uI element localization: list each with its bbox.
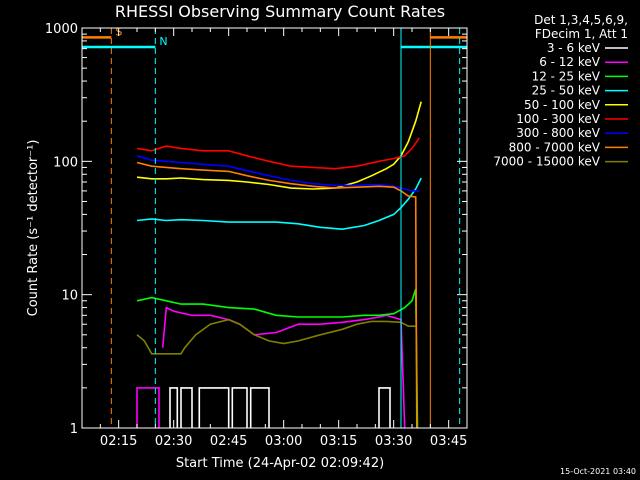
- legend-label-4: 50 - 100 keV: [524, 98, 601, 112]
- legend-label-8: 7000 - 15000 keV: [493, 155, 600, 169]
- series-line-0-segment-5: [378, 387, 391, 428]
- generation-timestamp: 15-Oct-2021 03:40: [560, 467, 636, 476]
- axis-ticks: 02:15 02:30 02:45 03:00 03:15 03:30 03:45 1 10 10…: [45, 22, 468, 449]
- y-tick-label-3: 1000: [45, 22, 78, 37]
- legend-label-6: 300 - 800 keV: [516, 126, 600, 140]
- series-line-3-segment-0: [136, 177, 422, 231]
- x-tick-label-6: 03:45: [430, 434, 467, 449]
- series-line-1-segment-1: [161, 306, 406, 429]
- x-tick-label-4: 03:15: [320, 434, 357, 449]
- y-tick-label-1: 10: [61, 289, 78, 304]
- plot-area: SN: [82, 25, 467, 429]
- legend-label-1: 6 - 12 keV: [539, 55, 601, 69]
- series-line-0-segment-0: [169, 387, 179, 428]
- legend-label-0: 3 - 6 keV: [547, 41, 601, 55]
- x-tick-label-5: 03:30: [375, 434, 412, 449]
- series-line-6-segment-0: [136, 155, 420, 192]
- legend-label-5: 100 - 300 keV: [516, 112, 600, 126]
- series-line-7-segment-0: [136, 161, 418, 429]
- x-tick-label-3: 03:00: [265, 434, 302, 449]
- series-line-5-segment-0: [136, 137, 420, 170]
- legend-label-7: 800 - 7000 keV: [509, 140, 601, 154]
- legend-label-2: 12 - 25 keV: [532, 69, 601, 83]
- legend-label-3: 25 - 50 keV: [532, 84, 601, 98]
- x-tick-label-1: 02:30: [155, 434, 192, 449]
- marker-label-1: N: [159, 35, 167, 48]
- series-line-2-segment-0: [136, 288, 419, 429]
- plot-frame: [81, 27, 468, 429]
- legend-header-line-2: FDecim 1, Att 1: [535, 27, 628, 41]
- x-tick-label-0: 02:15: [100, 434, 137, 449]
- x-tick-label-2: 02:45: [210, 434, 247, 449]
- series-line-1-segment-0: [136, 387, 160, 428]
- series-line-0-segment-2: [198, 387, 230, 428]
- x-axis-label: Start Time (24-Apr-02 02:09:42): [176, 456, 384, 471]
- y-axis-label: Count Rate (s⁻¹ detector⁻¹): [26, 140, 41, 317]
- y-tick-label-0: 1: [70, 422, 78, 437]
- series-line-0-segment-4: [249, 387, 270, 428]
- chart-title: RHESSI Observing Summary Count Rates: [115, 2, 445, 21]
- series-line-0-segment-1: [180, 387, 193, 428]
- series-line-0-segment-3: [231, 387, 248, 428]
- series-line-8-segment-0: [136, 318, 416, 355]
- legend-header-line-1: Det 1,3,4,5,6,9,: [534, 13, 628, 27]
- legend: Det 1,3,4,5,6,9, FDecim 1, Att 1 3 - 6 k…: [493, 13, 628, 169]
- y-tick-label-2: 100: [53, 155, 78, 170]
